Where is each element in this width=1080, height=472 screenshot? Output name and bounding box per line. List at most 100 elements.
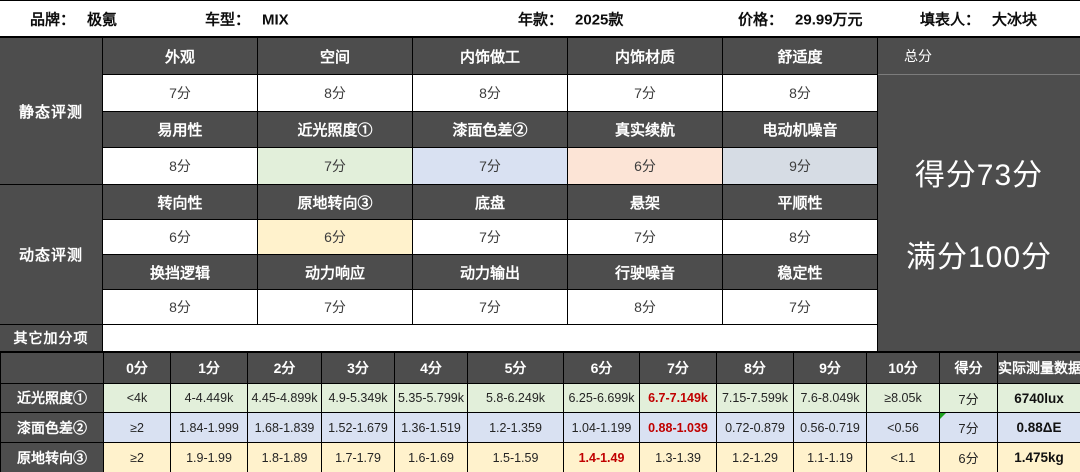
mt-col-data: 实际测量数据	[997, 352, 1080, 384]
range-cell: 4.45-4.899k	[247, 383, 322, 413]
reporter-value: 大冰块	[992, 11, 1038, 28]
range-cell: 1.3-1.39	[639, 442, 717, 472]
price-field: 价格： 29.99万元	[738, 8, 863, 29]
range-cell: 1.68-1.839	[247, 412, 322, 443]
price-label: 价格：	[738, 11, 784, 28]
category-motor-noise: 电动机噪音	[723, 112, 878, 147]
score-exterior: 7分	[103, 75, 258, 111]
score-interior-material: 7分	[568, 75, 723, 111]
static-section: 静态评测 外观 空间 内饰做工 内饰材质 舒适度 7分 8分 8分 7分 8	[0, 38, 878, 185]
mt-col-7: 7分	[639, 352, 717, 384]
mt-measured-cell: 0.88ΔE	[997, 412, 1080, 443]
static-header-row-2: 易用性 近光照度① 漆面色差② 真实续航 电动机噪音	[103, 112, 878, 148]
range-cell: 1.84-1.999	[170, 412, 248, 443]
range-cell: 1.2-1.29	[716, 442, 794, 472]
reporter-label: 填表人：	[920, 11, 981, 28]
score-interior-build: 8分	[413, 75, 568, 111]
total-max-text: 满分100分	[905, 241, 1053, 274]
score-comfort: 8分	[723, 75, 878, 111]
range-cell-highlighted: 6.7-7.149k	[639, 383, 717, 413]
mt-row-pivot-turn: 原地转向③ ≥2 1.9-1.99 1.8-1.89 1.7-1.79 1.6-…	[0, 442, 1080, 472]
section-label-static: 静态评测	[0, 38, 103, 185]
dynamic-score-row-2: 8分 7分 7分 8分 7分	[103, 290, 878, 325]
range-cell: 0.56-0.719	[793, 412, 867, 443]
mt-col-9: 9分	[793, 352, 867, 384]
score-chassis: 7分	[413, 220, 568, 254]
range-cell: 1.8-1.89	[247, 442, 322, 472]
range-cell: <4k	[103, 383, 171, 413]
dynamic-header-row-1: 转向性 原地转向③ 底盘 悬架 平顺性	[103, 185, 878, 220]
total-score-text: 得分73分	[914, 159, 1044, 192]
range-cell: 1.04-1.199	[563, 412, 640, 443]
total-title: 总分	[878, 38, 1080, 75]
mt-measured-cell: 1.475kg	[997, 442, 1080, 472]
range-cell: 5.8-6.249k	[467, 383, 564, 413]
score-smoothness: 8分	[723, 220, 878, 254]
score-low-beam: 7分	[258, 148, 413, 184]
mt-measured-cell: 6740lux	[997, 383, 1080, 413]
model-label: 车型：	[205, 11, 251, 28]
static-score-row-1: 7分 8分 8分 7分 8分	[103, 75, 878, 112]
top-header: 品牌： 极氪 车型： MIX 年款： 2025款 价格： 29.99万元 填表人： 大冰块	[0, 0, 1080, 38]
category-stability: 稳定性	[723, 255, 878, 289]
dynamic-section: 动态评测 转向性 原地转向③ 底盘 悬架 平顺性 6分 6分 7分 7分 8	[0, 185, 878, 325]
range-cell: 1.2-1.359	[467, 412, 564, 443]
score-drive-noise: 8分	[568, 290, 723, 324]
score-pivot-turn: 6分	[258, 220, 413, 254]
measurement-table: 0分 1分 2分 3分 4分 5分 6分 7分 8分 9分 10分 得分 实际测…	[0, 352, 1080, 472]
mt-score-cell-flagged: 7分	[939, 412, 998, 443]
evaluation-band: 静态评测 外观 空间 内饰做工 内饰材质 舒适度 7分 8分 8分 7分 8	[0, 38, 1080, 352]
section-label-bonus: 其它加分项	[0, 325, 103, 352]
category-pivot-turn: 原地转向③	[258, 185, 413, 219]
evaluation-tables: 静态评测 外观 空间 内饰做工 内饰材质 舒适度 7分 8分 8分 7分 8	[0, 38, 878, 352]
score-power-output: 7分	[413, 290, 568, 324]
bonus-section: 其它加分项	[0, 325, 878, 352]
range-cell: 1.1-1.19	[793, 442, 867, 472]
mt-col-10: 10分	[866, 352, 940, 384]
category-interior-material: 内饰材质	[568, 38, 723, 74]
category-comfort: 舒适度	[723, 38, 878, 74]
mt-corner-cell	[0, 352, 104, 384]
static-score-row-2: 8分 7分 7分 6分 9分	[103, 148, 878, 185]
bonus-value-cell	[103, 325, 878, 351]
range-cell: 1.6-1.69	[394, 442, 468, 472]
category-smoothness: 平顺性	[723, 185, 878, 219]
category-suspension: 悬架	[568, 185, 723, 219]
mt-score-cell: 7分	[939, 383, 998, 413]
range-cell: 1.36-1.519	[394, 412, 468, 443]
dynamic-header-row-2: 换挡逻辑 动力响应 动力输出 行驶噪音 稳定性	[103, 255, 878, 290]
section-label-dynamic: 动态评测	[0, 185, 103, 325]
brand-value: 极氪	[87, 11, 118, 28]
score-paint-delta: 7分	[413, 148, 568, 184]
score-real-range: 6分	[568, 148, 723, 184]
year-field: 年款： 2025款	[518, 8, 623, 29]
model-field: 车型： MIX	[205, 8, 289, 29]
range-cell: ≥8.05k	[866, 383, 940, 413]
range-cell: 1.52-1.679	[321, 412, 395, 443]
brand-field: 品牌： 极氪	[30, 8, 117, 29]
score-power-response: 7分	[258, 290, 413, 324]
price-value: 29.99万元	[795, 11, 863, 28]
mt-score-cell: 6分	[939, 442, 998, 472]
category-chassis: 底盘	[413, 185, 568, 219]
range-cell: ≥2	[103, 412, 171, 443]
mt-row-label: 原地转向③	[0, 442, 104, 472]
mt-col-6: 6分	[563, 352, 640, 384]
mt-col-5: 5分	[467, 352, 564, 384]
brand-label: 品牌：	[30, 11, 76, 28]
category-space: 空间	[258, 38, 413, 74]
mt-col-2: 2分	[247, 352, 322, 384]
mt-row-low-beam: 近光照度① <4k 4-4.449k 4.45-4.899k 4.9-5.349…	[0, 383, 1080, 413]
year-label: 年款：	[518, 11, 564, 28]
category-low-beam: 近光照度①	[258, 112, 413, 147]
reporter-field: 填表人： 大冰块	[920, 8, 1037, 29]
score-motor-noise: 9分	[723, 148, 878, 184]
category-paint-delta: 漆面色差②	[413, 112, 568, 147]
mt-col-0: 0分	[103, 352, 171, 384]
mt-col-8: 8分	[716, 352, 794, 384]
range-cell: ≥2	[103, 442, 171, 472]
score-space: 8分	[258, 75, 413, 111]
year-value: 2025款	[575, 11, 624, 28]
score-steering: 6分	[103, 220, 258, 254]
